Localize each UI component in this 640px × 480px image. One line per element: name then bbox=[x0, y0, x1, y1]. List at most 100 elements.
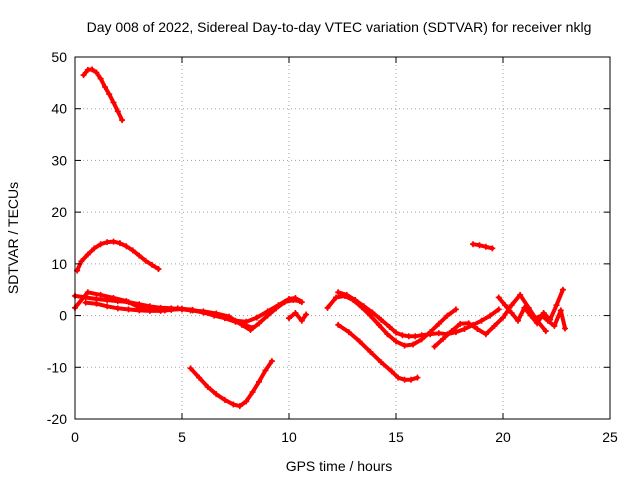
data-point bbox=[136, 307, 143, 314]
data-point bbox=[495, 294, 502, 301]
data-point bbox=[489, 245, 496, 252]
data-point bbox=[435, 320, 442, 327]
series-arc-19 bbox=[470, 241, 496, 252]
data-point bbox=[232, 318, 239, 325]
data-point bbox=[136, 252, 143, 259]
data-point bbox=[476, 242, 483, 249]
data-point bbox=[457, 320, 464, 327]
data-point bbox=[101, 83, 108, 90]
data-point bbox=[367, 348, 374, 355]
data-point bbox=[435, 330, 442, 337]
data-point bbox=[440, 335, 447, 342]
data-point bbox=[502, 302, 509, 309]
x-tick-label: 20 bbox=[495, 429, 511, 445]
data-point bbox=[491, 322, 498, 329]
x-tick-label: 25 bbox=[602, 429, 618, 445]
data-point bbox=[378, 316, 385, 323]
data-point bbox=[350, 297, 357, 304]
data-point bbox=[401, 342, 408, 349]
data-point bbox=[89, 66, 96, 73]
series-trace bbox=[471, 242, 495, 251]
data-point bbox=[482, 331, 489, 338]
data-point bbox=[106, 91, 113, 98]
data-point bbox=[333, 294, 340, 301]
data-point bbox=[104, 239, 111, 246]
data-point bbox=[157, 307, 164, 314]
data-point bbox=[562, 325, 569, 332]
series-arc-after-10 bbox=[286, 309, 310, 324]
data-point bbox=[418, 336, 425, 343]
data-point bbox=[393, 329, 399, 336]
data-point bbox=[401, 376, 408, 383]
data-point bbox=[243, 398, 250, 405]
x-tick-label: 0 bbox=[71, 429, 79, 445]
data-point bbox=[292, 309, 299, 316]
data-point bbox=[378, 359, 385, 366]
series-arc-c bbox=[82, 299, 256, 331]
series-arc-15b bbox=[324, 292, 459, 349]
series-trace bbox=[336, 322, 420, 382]
data-point bbox=[149, 261, 156, 268]
series-trace bbox=[325, 293, 458, 348]
y-tick-label: -20 bbox=[47, 411, 67, 427]
data-point bbox=[474, 326, 481, 333]
data-point bbox=[82, 299, 89, 306]
data-point bbox=[281, 299, 288, 306]
chart-title: Day 008 of 2022, Sidereal Day-to-day VTE… bbox=[87, 19, 592, 35]
series-arc-top bbox=[80, 66, 126, 124]
data-point bbox=[196, 374, 203, 381]
data-point bbox=[97, 291, 104, 298]
data-point bbox=[168, 306, 175, 313]
data-point bbox=[268, 358, 275, 365]
data-point bbox=[324, 304, 331, 311]
series-arc-18 bbox=[431, 291, 549, 350]
data-point bbox=[375, 321, 382, 328]
data-point bbox=[532, 315, 539, 322]
data-point bbox=[253, 314, 260, 321]
data-point bbox=[431, 343, 438, 350]
y-tick-label: 10 bbox=[51, 256, 67, 272]
data-point bbox=[155, 266, 162, 273]
data-series bbox=[72, 66, 569, 410]
data-point bbox=[553, 302, 560, 309]
data-point bbox=[384, 331, 391, 338]
data-point bbox=[146, 307, 153, 314]
data-point bbox=[204, 383, 211, 390]
data-point bbox=[358, 304, 365, 311]
series-arc-22 bbox=[525, 307, 569, 332]
data-point bbox=[470, 241, 477, 248]
data-point bbox=[341, 292, 348, 299]
data-point bbox=[290, 297, 297, 304]
y-axis-label: SDTVAR / TECUs bbox=[5, 182, 21, 294]
data-point bbox=[551, 322, 558, 329]
data-point bbox=[110, 99, 117, 106]
data-point bbox=[91, 245, 98, 252]
data-point bbox=[542, 328, 549, 335]
data-point bbox=[125, 306, 132, 313]
data-point bbox=[84, 289, 91, 296]
data-point bbox=[256, 378, 263, 385]
data-point bbox=[93, 300, 100, 307]
data-point bbox=[452, 306, 459, 313]
data-point bbox=[114, 305, 121, 312]
data-point bbox=[399, 332, 406, 339]
data-point bbox=[123, 298, 130, 305]
data-point bbox=[395, 374, 402, 381]
data-point bbox=[407, 376, 414, 383]
data-point bbox=[559, 286, 566, 293]
data-point bbox=[487, 312, 494, 319]
data-point bbox=[262, 367, 269, 374]
series-trace bbox=[81, 67, 125, 123]
data-point bbox=[230, 401, 237, 408]
data-point bbox=[119, 117, 126, 124]
data-point bbox=[221, 396, 228, 403]
data-point bbox=[97, 75, 104, 82]
data-point bbox=[213, 391, 220, 398]
data-point bbox=[200, 309, 207, 316]
data-point bbox=[410, 341, 417, 348]
y-tick-label: -10 bbox=[47, 359, 67, 375]
data-point bbox=[405, 333, 412, 340]
data-point bbox=[78, 258, 85, 265]
data-point bbox=[412, 333, 419, 340]
